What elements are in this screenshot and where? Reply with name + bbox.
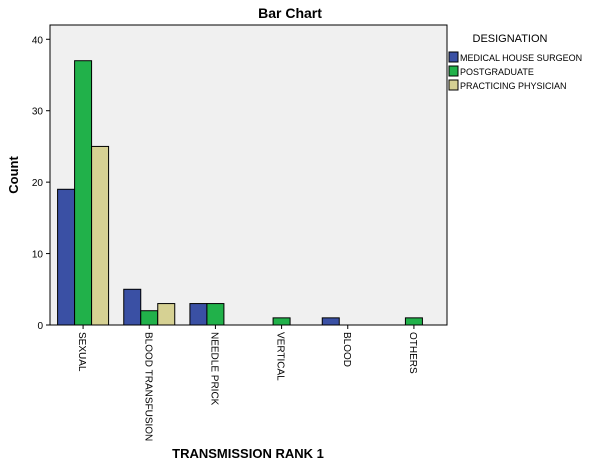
y-tick-label: 0 (37, 321, 43, 332)
x-tick-label: NEEDLE PRICK (208, 332, 219, 406)
x-axis-title: TRANSMISSION RANK 1 (172, 446, 324, 461)
y-tick-label: 20 (32, 178, 44, 189)
y-axis: 0 10 20 30 40 (32, 35, 50, 332)
bar (91, 145, 110, 326)
legend-swatch (448, 79, 459, 91)
bar (123, 288, 142, 326)
chart-title: Bar Chart (258, 5, 322, 21)
bars (57, 60, 423, 326)
bar (74, 60, 93, 326)
x-tick-label: BLOOD (341, 332, 352, 367)
legend-title: DESIGNATION (473, 33, 548, 45)
x-tick-label: OTHERS (407, 332, 418, 374)
x-axis: SEXUAL BLOOD TRANSFUSION NEEDLE PRICK VERTI… (76, 325, 418, 441)
legend-label: PRACTICING PHYSICIAN (460, 81, 567, 91)
x-tick-label: BLOOD TRANSFUSION (142, 332, 153, 441)
x-tick-label: SEXUAL (76, 332, 87, 372)
bar (321, 317, 340, 326)
bar (189, 303, 208, 326)
x-tick-label: VERTICAL (275, 332, 286, 381)
y-axis-title: Count (6, 156, 21, 194)
plot-area (49, 24, 448, 326)
bar (157, 303, 176, 326)
legend-swatch (448, 51, 459, 63)
bar (57, 188, 76, 326)
bar (140, 310, 159, 326)
bar (404, 317, 423, 326)
legend-label: POSTGRADUATE (460, 67, 534, 77)
y-tick-label: 30 (32, 107, 44, 118)
legend-label: MEDICAL HOUSE SURGEON (460, 53, 582, 63)
legend: DESIGNATION MEDICAL HOUSE SURGEON POSTGRA… (448, 33, 582, 91)
y-tick-label: 10 (32, 250, 44, 261)
legend-swatch (448, 65, 459, 77)
bar (206, 303, 225, 326)
bar (272, 317, 291, 326)
y-tick-label: 40 (32, 35, 44, 46)
